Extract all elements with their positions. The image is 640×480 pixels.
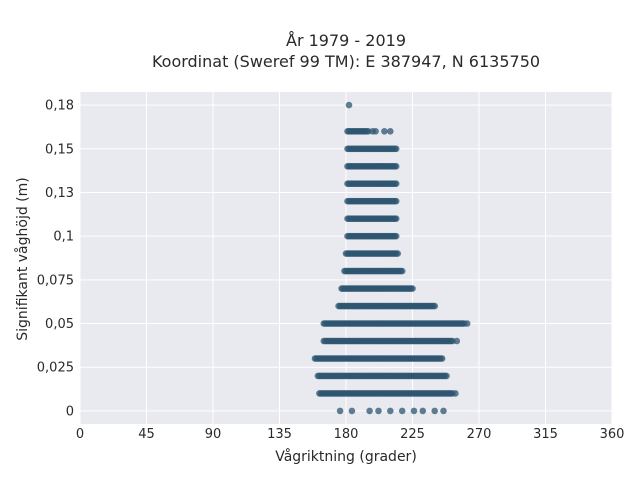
y-tick-labels: 0 0,025 0,05 0,075 0,1 0,13 0,15 0,18 xyxy=(37,99,74,420)
data-point xyxy=(392,215,400,222)
y-tick-label: 0,05 xyxy=(45,317,74,332)
data-point xyxy=(438,355,446,362)
y-tick-label: 0 xyxy=(66,404,74,419)
y-tick-label: 0,1 xyxy=(53,230,74,245)
data-point xyxy=(431,302,439,310)
x-tick-label: 0 xyxy=(76,427,84,442)
x-tick-label: 315 xyxy=(533,427,558,442)
data-point xyxy=(336,407,344,415)
points-layer xyxy=(311,101,471,415)
chart-title-line1: År 1979 - 2019 xyxy=(286,31,406,50)
data-point xyxy=(392,232,400,240)
x-tick-label: 90 xyxy=(205,427,222,442)
y-tick-label: 0,15 xyxy=(45,142,74,157)
x-tick-label: 180 xyxy=(334,427,359,442)
data-point xyxy=(372,128,379,135)
x-tick-labels: 0 45 90 135 180 225 270 315 360 xyxy=(76,427,625,442)
data-point xyxy=(392,197,400,205)
y-tick-label: 0,025 xyxy=(37,361,74,376)
data-point xyxy=(366,407,373,415)
data-point xyxy=(348,407,356,415)
x-tick-label: 270 xyxy=(467,427,492,442)
data-point xyxy=(387,128,394,135)
data-point xyxy=(345,101,353,109)
x-tick-label: 45 xyxy=(138,427,155,442)
data-point xyxy=(443,372,450,380)
x-tick-label: 360 xyxy=(600,427,625,442)
data-point xyxy=(440,407,447,415)
data-point xyxy=(392,163,400,170)
x-axis-label: Vågriktning (grader) xyxy=(275,448,417,465)
data-point xyxy=(381,128,388,135)
data-point xyxy=(394,250,402,257)
data-point xyxy=(419,407,427,415)
data-point xyxy=(398,407,406,415)
chart-title-line2: Koordinat (Sweref 99 TM): E 387947, N 61… xyxy=(152,52,540,71)
data-point xyxy=(410,407,418,415)
data-point xyxy=(392,180,400,187)
y-axis-label: Signifikant våghöjd (m) xyxy=(14,177,31,340)
data-point xyxy=(398,267,406,275)
y-tick-label: 0,13 xyxy=(45,186,74,201)
y-tick-label: 0,075 xyxy=(37,273,74,288)
data-point xyxy=(463,320,471,327)
data-point xyxy=(392,145,400,153)
x-tick-label: 135 xyxy=(267,427,292,442)
x-tick-label: 225 xyxy=(400,427,425,442)
data-point xyxy=(453,337,461,345)
y-tick-label: 0,18 xyxy=(45,99,74,114)
data-point xyxy=(409,285,416,292)
data-point xyxy=(452,390,459,397)
data-point xyxy=(387,407,394,415)
data-point xyxy=(431,407,439,415)
data-point xyxy=(375,407,382,415)
